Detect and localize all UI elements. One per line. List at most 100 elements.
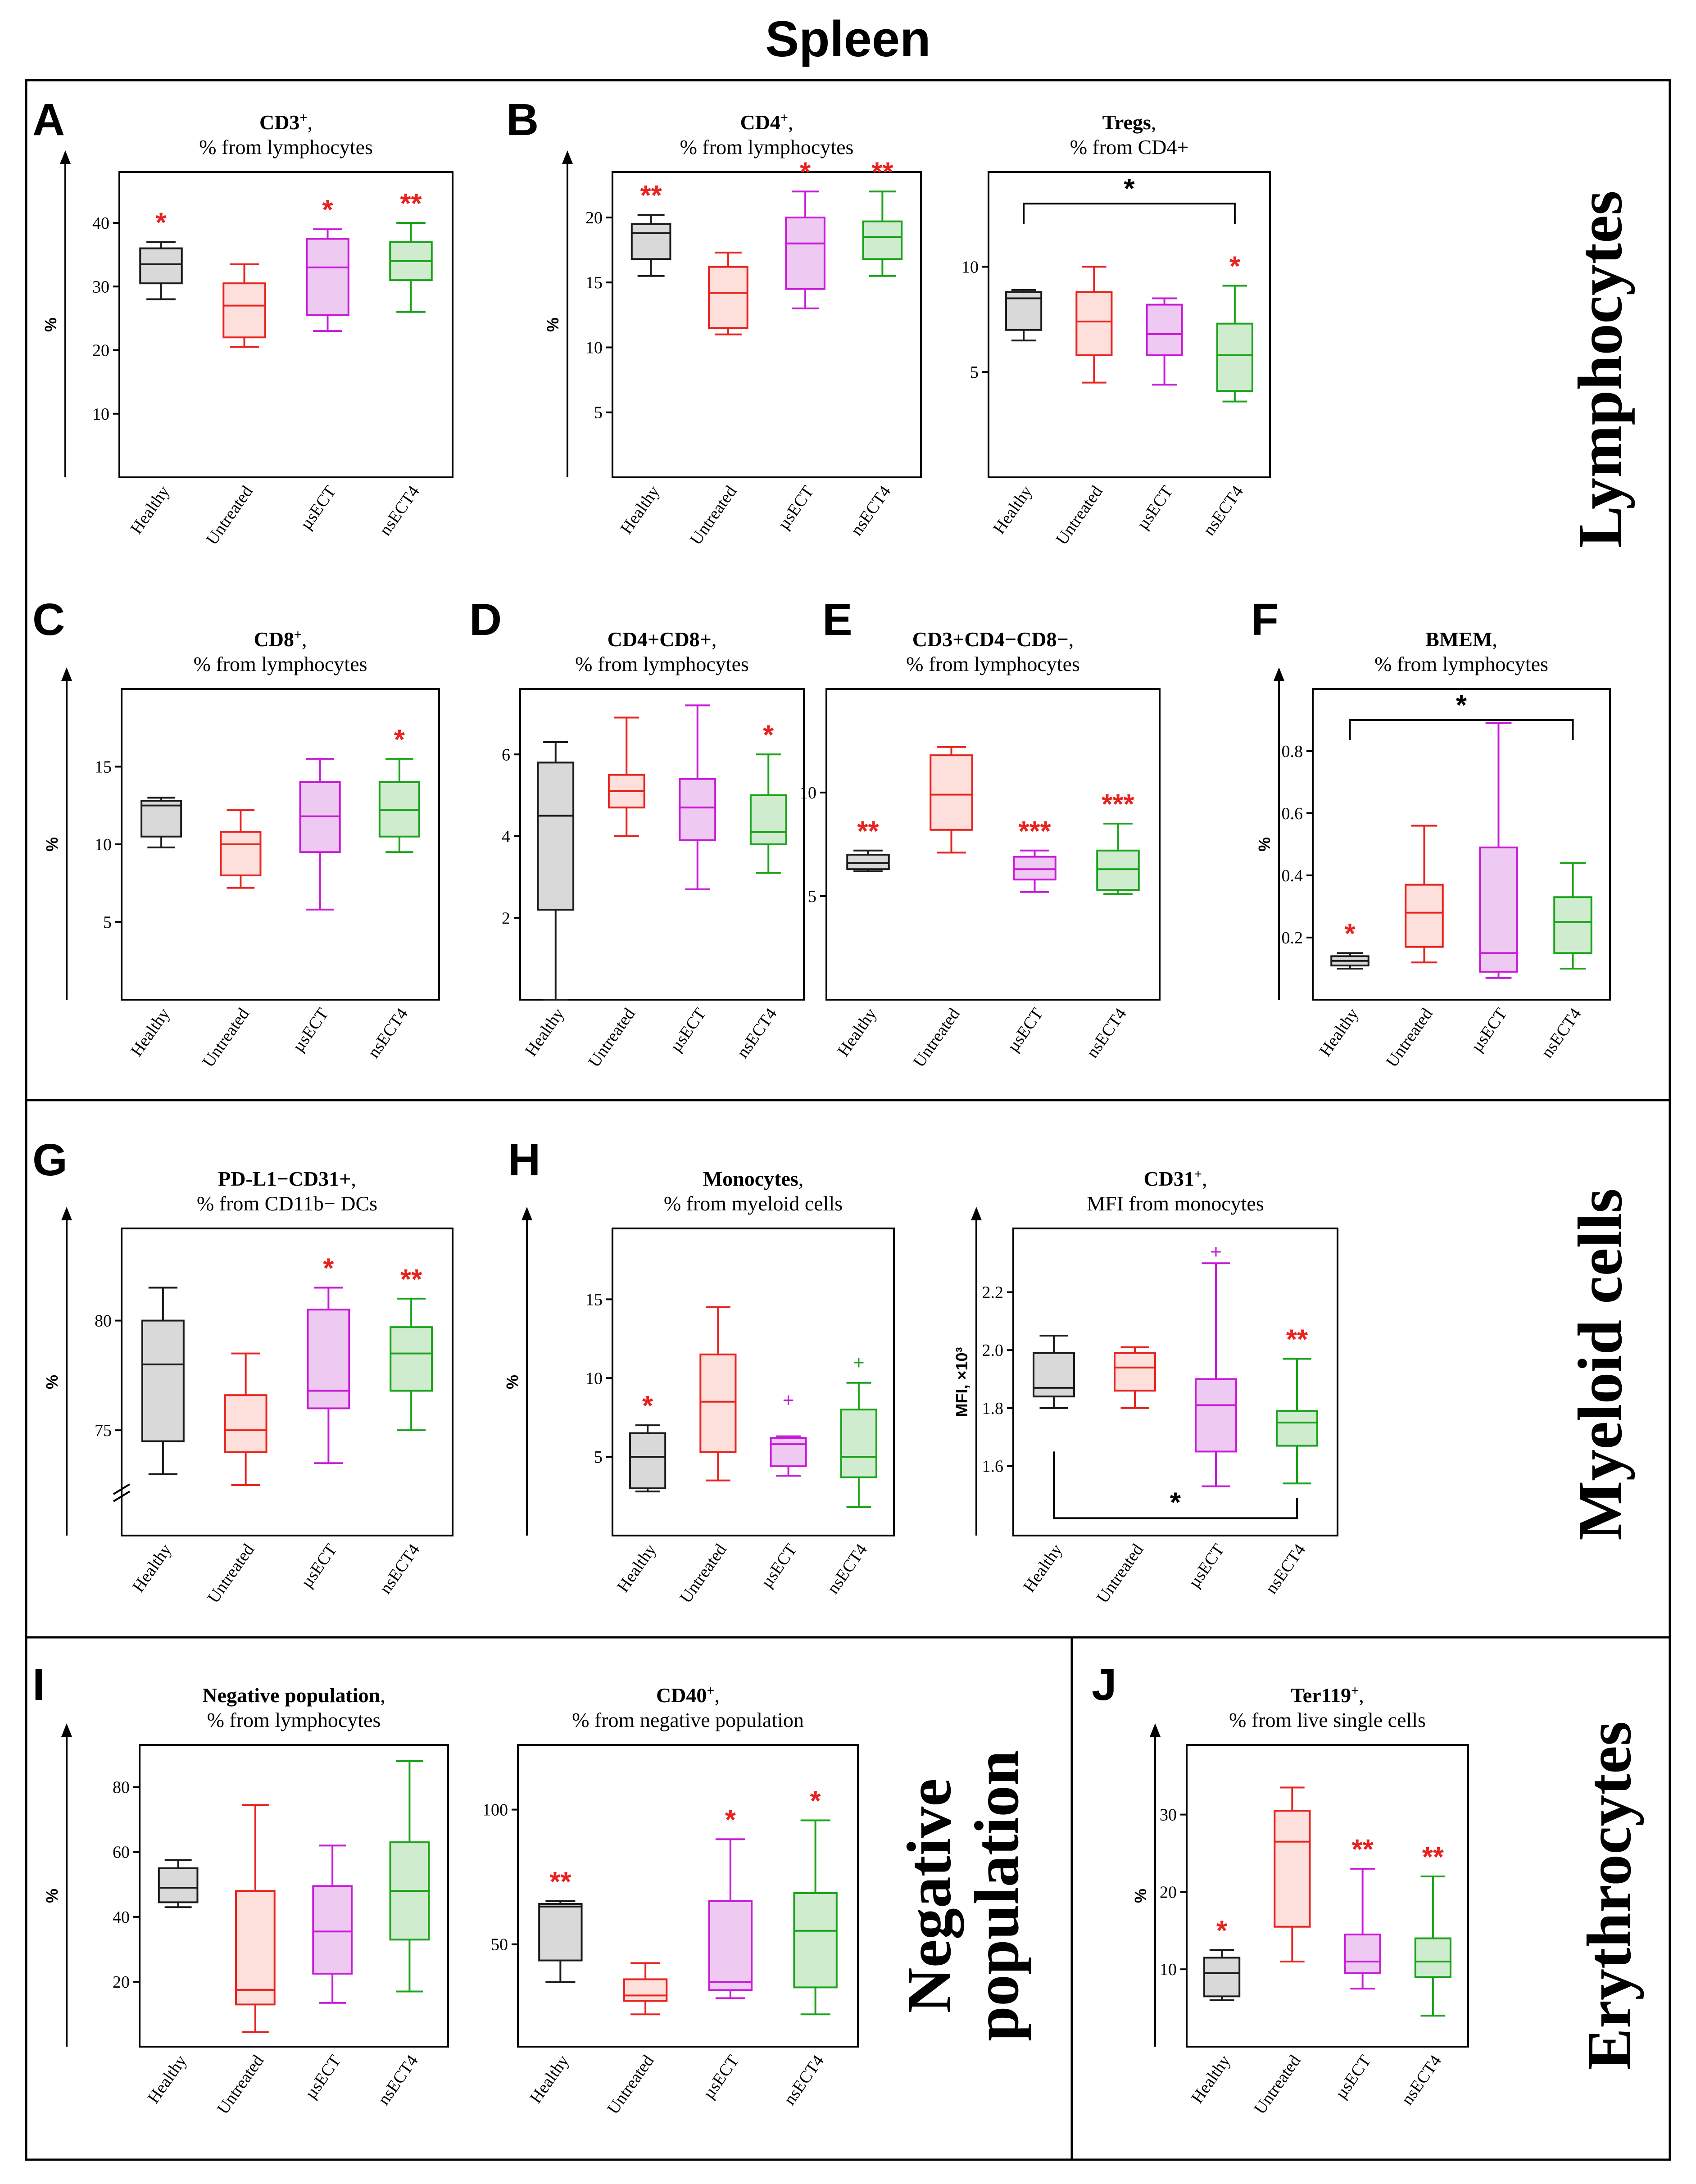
bmem-box-1 — [1405, 825, 1444, 964]
cd8-chart: CD8+,% from lymphocytes% 5 10 15 Healthy Untr… — [43, 627, 440, 1071]
cd31mfi-box-0 — [1033, 1335, 1075, 1409]
cd4-iqr-box — [862, 220, 903, 260]
pdl1-box-0 — [141, 1287, 185, 1475]
bmem-x-label: Untreated — [1383, 1005, 1437, 1071]
cd31mfi-x-label: Untreated — [1093, 1541, 1147, 1607]
cd4-box-1 — [708, 251, 748, 335]
neg-x-label: nsECT4 — [374, 2052, 422, 2108]
cd8-significance: * — [394, 724, 405, 755]
cd3-ytick-label: 30 — [92, 277, 109, 296]
cd40-x-label: µsECT — [699, 2052, 743, 2102]
dn-ytick-label: 5 — [808, 887, 816, 906]
letter-c: C — [32, 594, 65, 645]
ter119-box-1 — [1274, 1786, 1311, 1963]
cd4-iqr-box — [785, 216, 825, 290]
tregs-bracket-label: * — [1124, 173, 1135, 204]
neg-title: Negative population, — [202, 1684, 385, 1707]
section-frames — [25, 79, 1671, 2161]
bmem-y-label: % — [1255, 837, 1274, 852]
cd40-significance: * — [810, 1786, 821, 1817]
cd40-ytick-label: 100 — [482, 1801, 508, 1820]
cd31mfi-x-label: µsECT — [1185, 1541, 1229, 1591]
bmem-chart: BMEM,% from lymphocytes% 0.2 0.4 0.6 0.8 Heal… — [1255, 628, 1611, 1071]
ter119-subtitle: % from live single cells — [1229, 1708, 1426, 1731]
cd8-box-0 — [141, 797, 182, 848]
mono-subtitle: % from myeloid cells — [664, 1192, 843, 1215]
dp-title: CD4+CD8+, — [608, 628, 717, 651]
neg-box-2 — [312, 1844, 353, 2004]
dn-iqr-box — [1096, 849, 1140, 891]
side-labels: Lymphocytes Myeloid cells Negative popul… — [894, 190, 1644, 2070]
cd4-box-0: ** — [630, 180, 671, 277]
tregs-chart: Tregs,% from CD4+ 5 10 Healthy Untreated µsEC… — [961, 111, 1271, 548]
cd4-title: CD4+, — [740, 110, 793, 134]
mono-y-label: % — [503, 1375, 521, 1389]
cd31mfi-y-label: MFI, ×10³ — [952, 1347, 971, 1417]
cd8-x-label: nsECT4 — [364, 1005, 412, 1061]
ter119-ytick-label: 20 — [1160, 1883, 1177, 1902]
mono-x-label: µsECT — [757, 1541, 801, 1591]
dp-iqr-box — [537, 761, 575, 911]
frame-erythrocytes — [1070, 1636, 1671, 2161]
cd31mfi-iqr-box — [1114, 1352, 1156, 1392]
label-erythrocytes: Erythrocytes — [1574, 1722, 1644, 2071]
letter-h: H — [508, 1135, 540, 1185]
tregs-ytick-label: 5 — [970, 363, 979, 382]
dp-x-label: Untreated — [585, 1005, 639, 1071]
bmem-iqr-box — [1479, 846, 1518, 973]
cd8-x-label: Healthy — [127, 1005, 173, 1060]
ter119-ytick-label: 30 — [1160, 1806, 1177, 1825]
cd40-x-label: nsECT4 — [780, 2052, 828, 2108]
cd8-box-1 — [220, 809, 262, 889]
pdl1-x-label: Healthy — [129, 1541, 175, 1596]
cd31mfi-chart: CD31+,MFI from monocytes MFI, ×10³ 1.6 1.8 2… — [952, 1167, 1338, 1607]
tregs-title: Tregs, — [1102, 111, 1156, 134]
letter-i: I — [32, 1659, 45, 1710]
ter119-y-label: % — [1131, 1889, 1150, 1903]
mono-title: Monocytes, — [703, 1167, 804, 1190]
tregs-box-2 — [1146, 297, 1183, 386]
cd40-significance: ** — [549, 1867, 571, 1898]
tregs-iqr-box — [1146, 304, 1183, 356]
cd3-x-label: nsECT4 — [376, 482, 423, 539]
mono-outlier: + — [853, 1351, 865, 1373]
ter119-x-label: Healthy — [1188, 2052, 1234, 2107]
pdl1-x-label: µsECT — [297, 1541, 341, 1591]
pdl1-box-2: * — [307, 1253, 350, 1464]
cd3-x-label: Untreated — [203, 482, 257, 548]
tregs-x-label: µsECT — [1133, 482, 1177, 533]
cd40-box-0: ** — [538, 1867, 583, 1983]
letter-e: E — [822, 594, 853, 645]
mono-y-arrow-head — [521, 1207, 532, 1220]
mono-outlier: + — [783, 1389, 794, 1411]
cd8-subtitle: % from lymphocytes — [194, 652, 367, 675]
dn-box-2: *** — [1013, 816, 1057, 893]
label-myeloid: Myeloid cells — [1565, 1188, 1635, 1540]
dn-significance: *** — [1102, 789, 1134, 820]
ter119-title: Ter119+, — [1291, 1683, 1364, 1707]
bmem-ytick-label: 0.2 — [1282, 929, 1303, 947]
cd31mfi-bracket — [1053, 1451, 1298, 1519]
cd31mfi-box-3: ** — [1276, 1324, 1318, 1485]
dp-significance: * — [763, 720, 774, 751]
dp-plot-frame — [519, 688, 805, 1001]
bmem-x-label: µsECT — [1467, 1005, 1511, 1056]
dn-iqr-box — [930, 754, 973, 831]
cd31mfi-iqr-box — [1033, 1352, 1075, 1398]
cd8-box-2 — [299, 758, 341, 911]
bmem-subtitle: % from lymphocytes — [1374, 652, 1548, 675]
dp-x-label: µsECT — [667, 1005, 710, 1056]
tregs-ytick-label: 10 — [961, 258, 979, 276]
cd40-box-2: * — [708, 1804, 753, 1999]
neg-y-arrow-head — [61, 1723, 72, 1737]
bmem-iqr-box — [1405, 884, 1444, 948]
ter119-box-0: * — [1203, 1915, 1241, 2001]
dn-box-0: ** — [846, 816, 890, 872]
mono-plot-frame — [612, 1228, 895, 1536]
cd3-box-3: ** — [389, 188, 433, 313]
ter119-significance: ** — [1351, 1834, 1374, 1865]
cd4-box-3: ** — [862, 157, 903, 277]
neg-iqr-box — [312, 1885, 353, 1975]
tregs-x-label: nsECT4 — [1199, 482, 1247, 539]
tregs-subtitle: % from CD4+ — [1070, 136, 1189, 159]
